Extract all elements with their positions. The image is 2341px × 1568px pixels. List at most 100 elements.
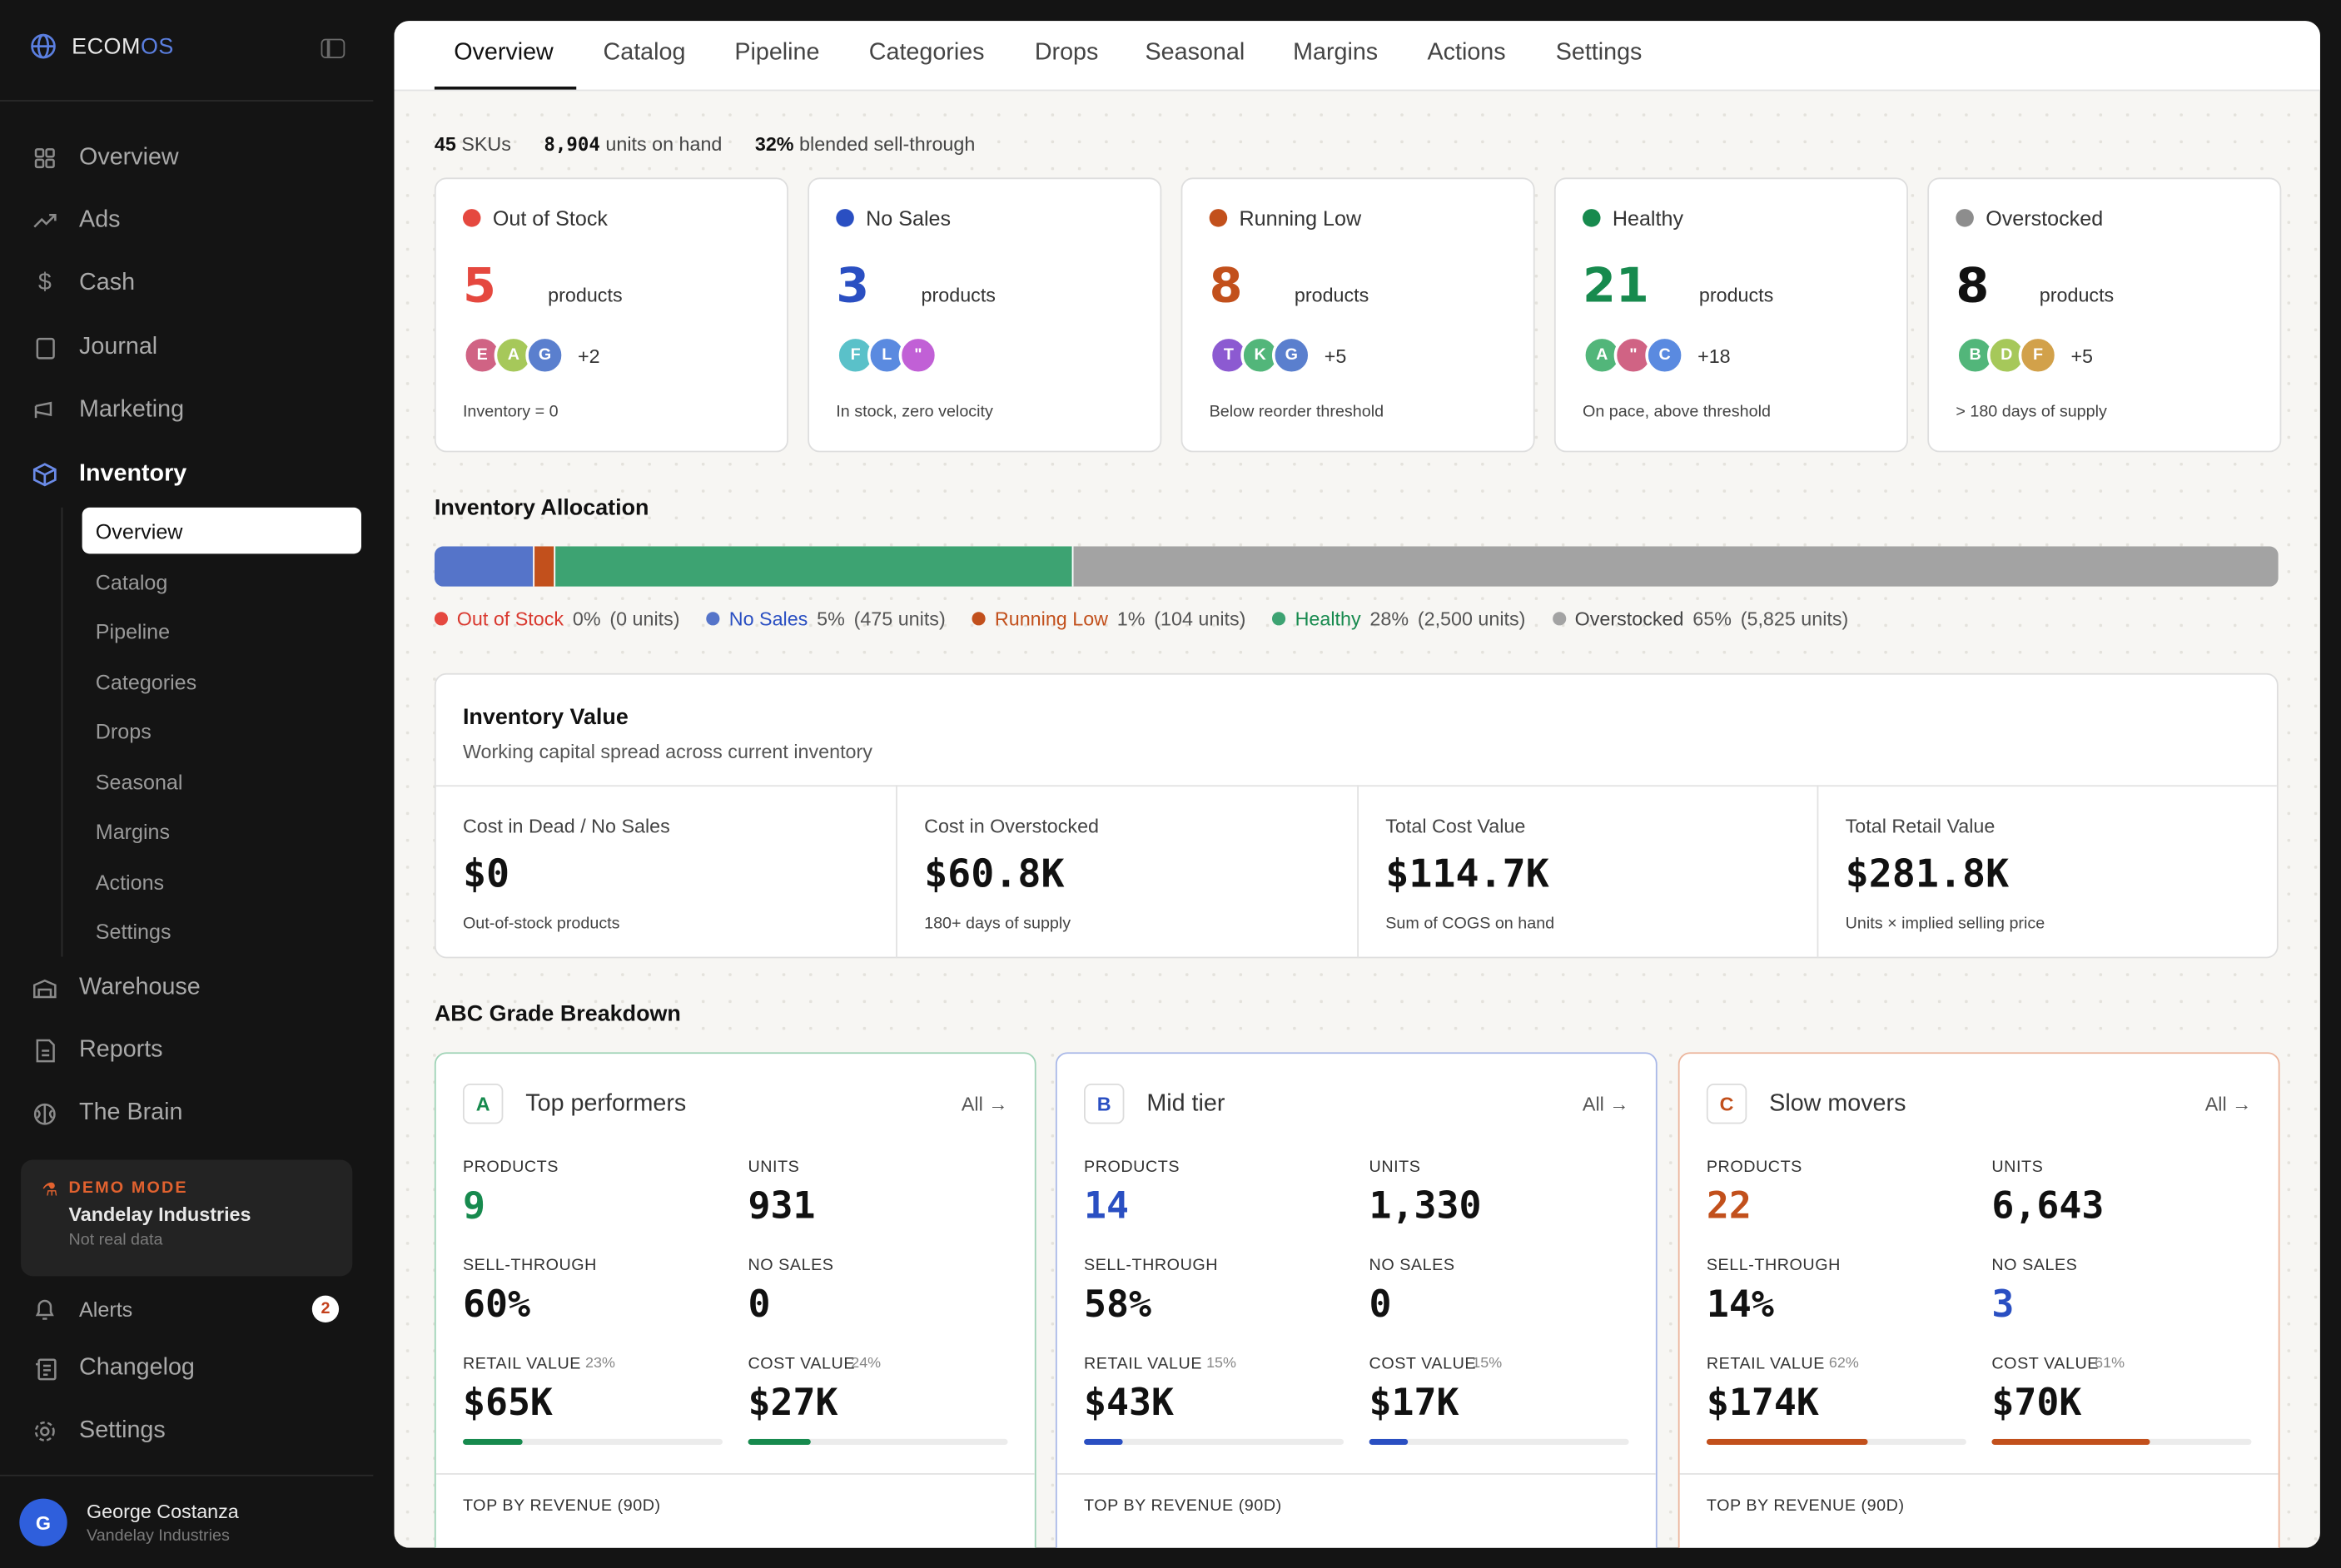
sidebar-item-settings[interactable]: Settings [32, 1413, 166, 1449]
legend-dot [972, 612, 987, 626]
legend-dot [1552, 612, 1566, 626]
view-all-link[interactable]: All → [1582, 1092, 1629, 1115]
avatar[interactable]: C [1645, 335, 1684, 375]
sidebar-item-cash[interactable]: $ Cash [32, 265, 135, 301]
status-unit: products [1698, 283, 1774, 306]
allocation-segment-no-sales[interactable] [434, 546, 533, 587]
value-label: Cost in Dead / No Sales [462, 815, 670, 838]
tab-drops[interactable]: Drops [1034, 40, 1099, 66]
legend-units: (5,825 units) [1740, 607, 1849, 630]
cost-value: $17K [1369, 1380, 1459, 1424]
user-profile[interactable]: G George Costanza Vandelay Industries [19, 1498, 239, 1546]
product-avatars: A " C +18 [1583, 335, 1731, 375]
subnav-item-pipeline[interactable]: Pipeline [95, 619, 171, 644]
tab-margins[interactable]: Margins [1293, 40, 1379, 66]
retail-share-fill [1084, 1438, 1123, 1446]
allocation-bar[interactable] [434, 546, 2279, 587]
sidebar-item-label: Ads [79, 207, 121, 233]
status-description: Below reorder threshold [1209, 403, 1384, 421]
top-by-revenue-label: TOP BY REVENUE (90D) [1706, 1496, 1905, 1516]
subnav-item-categories[interactable]: Categories [95, 669, 197, 694]
cost-value-pct: 24% [851, 1355, 882, 1372]
cost-share-bar [1991, 1438, 2252, 1446]
sidebar-item-changelog[interactable]: Changelog [32, 1351, 195, 1387]
tab-pipeline[interactable]: Pipeline [734, 40, 820, 66]
avatar[interactable]: " [898, 335, 938, 375]
more-count: +2 [578, 344, 600, 367]
status-count: 8 [1209, 256, 1243, 314]
avatar[interactable]: D [1987, 335, 2026, 375]
sidebar-toggle-icon[interactable] [321, 38, 345, 58]
sidebar-item-ads[interactable]: Ads [32, 203, 121, 239]
avatar[interactable]: F [2018, 335, 2058, 375]
sidebar-item-overview[interactable]: Overview [32, 141, 179, 176]
demo-tag: DEMO MODE [68, 1178, 188, 1198]
book-icon [32, 336, 57, 360]
sidebar-item-inventory[interactable]: Inventory [32, 457, 186, 493]
status-card-overstocked[interactable]: Overstocked 8 products B D F +5 > 180 days of s… [1927, 177, 2282, 453]
retail-value-label: RETAIL VALUE [462, 1355, 581, 1373]
sidebar-item-alerts[interactable]: Alerts [32, 1291, 132, 1327]
status-card-running-low[interactable]: Running Low 8 products T K G +5 Below reorder t… [1180, 177, 1535, 453]
trending-up-icon [32, 209, 57, 233]
sell-through-value: 60% [462, 1282, 530, 1326]
tab-catalog[interactable]: Catalog [603, 40, 686, 66]
retail-value-label: RETAIL VALUE [1706, 1355, 1825, 1373]
avatar[interactable]: G [525, 335, 564, 375]
sell-through-label: SELL-THROUGH [1706, 1257, 1841, 1275]
value-cell-total-cost: Total Cost Value $114.7K Sum of COGS on … [1357, 785, 1818, 959]
tab-categories[interactable]: Categories [868, 40, 985, 66]
sidebar-item-label: Cash [79, 270, 136, 296]
legend-dot [706, 612, 720, 626]
status-unit: products [2039, 283, 2115, 306]
main-panel: Overview Catalog Pipeline Categories Dro… [394, 21, 2320, 1548]
sidebar-item-the-brain[interactable]: The Brain [32, 1095, 182, 1131]
demo-company: Vandelay Industries [68, 1203, 251, 1226]
warehouse-icon [32, 976, 57, 1000]
units-label: UNITS [1991, 1158, 2044, 1177]
status-card-healthy[interactable]: Healthy 21 products A " C +18 On pace, above th… [1553, 177, 1908, 453]
subnav-item-overview[interactable]: Overview [82, 507, 362, 554]
bell-icon [32, 1297, 57, 1321]
view-all-link[interactable]: All → [2204, 1092, 2252, 1115]
sidebar-item-reports[interactable]: Reports [32, 1033, 163, 1069]
status-description: > 180 days of supply [1956, 403, 2107, 421]
legend-pct: 28% [1369, 607, 1409, 630]
value-cell-overstocked: Cost in Overstocked $60.8K 180+ days of … [896, 785, 1357, 959]
subnav-item-seasonal[interactable]: Seasonal [95, 769, 183, 794]
sidebar-item-label: Settings [79, 1417, 166, 1444]
allocation-segment-overstocked[interactable] [1071, 546, 2279, 587]
status-card-out-of-stock[interactable]: Out of Stock 5 products E A G +2 Inventory = 0 [434, 177, 788, 453]
subnav-item-margins[interactable]: Margins [95, 820, 171, 844]
divider [0, 1474, 374, 1476]
status-card-no-sales[interactable]: No Sales 3 products F L " In stock, zero veloc… [808, 177, 1162, 453]
legend-name: Overstocked [1574, 607, 1684, 630]
tab-settings[interactable]: Settings [1555, 40, 1643, 66]
subnav-item-drops[interactable]: Drops [95, 719, 152, 744]
retail-value-label: RETAIL VALUE [1084, 1355, 1203, 1373]
more-count: +5 [2070, 344, 2094, 367]
sidebar-item-warehouse[interactable]: Warehouse [32, 970, 201, 1006]
status-description: On pace, above threshold [1583, 403, 1771, 421]
tab-overview[interactable]: Overview [454, 40, 554, 66]
tab-actions[interactable]: Actions [1427, 40, 1506, 66]
legend-item: Overstocked 65% (5,825 units) [1552, 607, 1849, 630]
sidebar-item-marketing[interactable]: Marketing [32, 393, 184, 429]
tab-seasonal[interactable]: Seasonal [1145, 40, 1245, 66]
demo-note: Not real data [68, 1231, 163, 1250]
sidebar-item-journal[interactable]: Journal [32, 330, 157, 365]
avatar[interactable]: G [1271, 335, 1311, 375]
subnav-item-settings[interactable]: Settings [95, 920, 171, 944]
cost-value-label: COST VALUE [1369, 1355, 1477, 1373]
subnav-item-actions[interactable]: Actions [95, 870, 165, 894]
cost-share-bar [1369, 1438, 1629, 1446]
view-all-link[interactable]: All → [961, 1092, 1008, 1115]
allocation-segment-running-low[interactable] [532, 546, 554, 587]
sidebar-item-label: Warehouse [79, 975, 201, 1000]
demo-mode-panel[interactable]: ⚗ DEMO MODE Vandelay Industries Not real… [21, 1159, 353, 1277]
status-label: Healthy [1612, 206, 1684, 231]
retail-value-pct: 62% [1828, 1355, 1859, 1372]
subnav-item-catalog[interactable]: Catalog [95, 569, 168, 594]
brand-logo[interactable]: ECOMOS [30, 32, 174, 59]
allocation-segment-healthy[interactable] [554, 546, 1072, 587]
